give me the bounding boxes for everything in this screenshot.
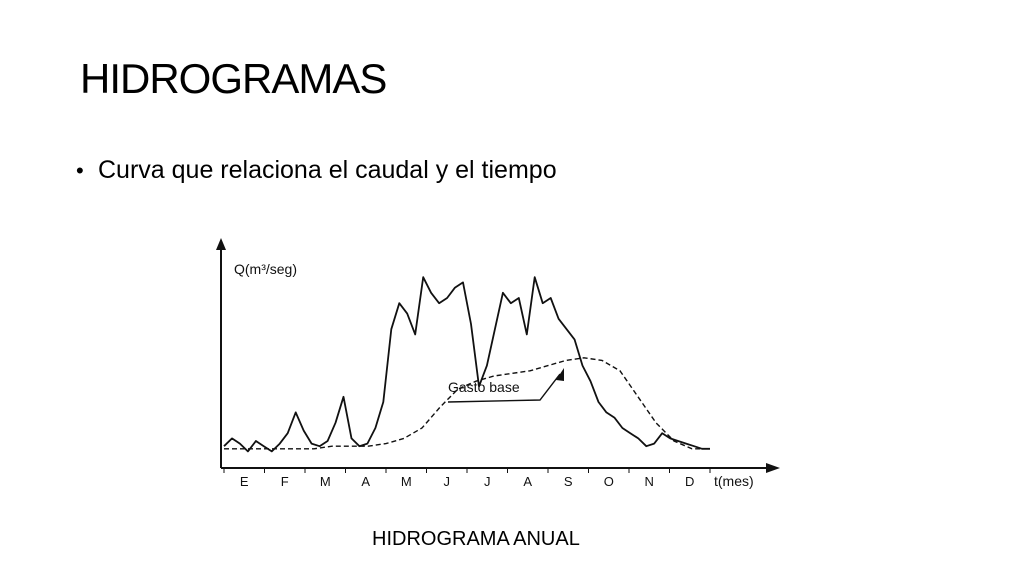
month-label: S [564,474,573,489]
bullet-list: • Curva que relaciona el caudal y el tie… [76,156,557,185]
slide-title: HIDROGRAMAS [80,55,387,102]
month-label: J [444,474,451,489]
x-ticks [223,468,711,473]
bullet-text: Curva que relaciona el caudal y el tiemp… [98,156,557,184]
base-flow-line [224,357,710,450]
month-label: E [240,474,249,489]
x-axis-arrow-icon [766,463,780,473]
hydrograph-figure: Q(m³/seg) t(mes) E F M A M J J A S O N D Gasto base [200,232,800,502]
figure-caption: HIDROGRAMA ANUAL [372,528,580,550]
y-axis-arrow-icon [216,238,226,250]
month-label: F [281,474,289,489]
bullet-item: • Curva que relaciona el caudal y el tie… [76,156,557,185]
bullet-dot-icon: • [76,158,84,183]
annotation-pointer-line [447,373,561,403]
month-label: N [645,474,654,489]
y-axis-label: Q(m³/seg) [234,261,297,277]
month-label: M [401,474,412,489]
month-label: M [320,474,331,489]
hydrograph-chart: Q(m³/seg) t(mes) E F M A M J J A S O N D Gasto base [216,238,780,489]
annotation-arrow-icon [556,368,564,381]
x-axis-label: t(mes) [714,473,754,489]
month-label: O [604,474,614,489]
discharge-line [223,276,710,453]
month-label: D [685,474,694,489]
month-label: J [484,474,491,489]
month-label: A [361,474,370,489]
month-label: A [523,474,532,489]
base-flow-annotation: Gasto base [448,379,520,395]
